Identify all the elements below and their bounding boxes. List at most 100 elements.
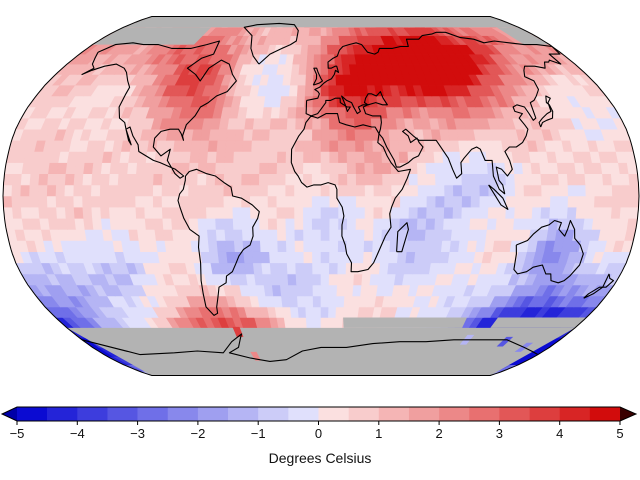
anomaly-cell bbox=[223, 218, 234, 230]
anomaly-cell bbox=[196, 195, 207, 208]
anomaly-cell bbox=[189, 151, 200, 163]
anomaly-cell bbox=[223, 162, 234, 174]
anomaly-cell bbox=[452, 173, 463, 186]
anomaly-cell bbox=[450, 151, 462, 163]
anomaly-cell bbox=[313, 317, 322, 329]
anomaly-cell bbox=[487, 206, 498, 219]
anomaly-cell bbox=[3, 184, 13, 197]
anomaly-cell bbox=[285, 151, 296, 163]
anomaly-cell bbox=[494, 151, 505, 163]
anomaly-cell bbox=[259, 218, 269, 230]
anomaly-cell bbox=[320, 195, 331, 208]
anomaly-cell bbox=[281, 295, 291, 308]
anomaly-cell bbox=[530, 218, 542, 230]
anomaly-cell bbox=[276, 151, 287, 163]
anomaly-cell bbox=[279, 273, 289, 286]
anomaly-cell bbox=[233, 229, 244, 241]
anomaly-cell bbox=[343, 84, 354, 97]
anomaly-cell bbox=[629, 195, 639, 208]
anomaly-cell bbox=[425, 162, 436, 174]
anomaly-cell bbox=[417, 206, 428, 219]
anomaly-cell bbox=[29, 184, 40, 197]
anomaly-cell bbox=[354, 251, 365, 264]
anomaly-cell bbox=[92, 218, 103, 230]
anomaly-cell bbox=[355, 140, 365, 152]
anomaly-cell bbox=[434, 173, 445, 186]
anomaly-cell bbox=[338, 151, 348, 163]
anomaly-cell bbox=[328, 306, 337, 318]
anomaly-cell bbox=[372, 229, 383, 241]
anomaly-cell bbox=[399, 206, 410, 219]
anomaly-cell bbox=[170, 206, 181, 219]
colorbar-segments bbox=[0, 406, 638, 422]
anomaly-cell bbox=[320, 251, 330, 264]
anomaly-cell bbox=[329, 151, 339, 163]
anomaly-cell bbox=[352, 284, 363, 297]
anomaly-cell bbox=[241, 162, 252, 174]
colorbar-segment bbox=[17, 407, 48, 421]
anomaly-cell bbox=[198, 229, 209, 241]
map-canvas bbox=[2, 16, 640, 376]
anomaly-cell bbox=[127, 162, 138, 174]
anomaly-cell bbox=[320, 229, 331, 241]
anomaly-cell bbox=[461, 173, 472, 186]
anomaly-cell bbox=[135, 184, 145, 197]
anomaly-cell bbox=[320, 63, 329, 75]
anomaly-cell bbox=[206, 151, 218, 163]
anomaly-cell bbox=[320, 273, 330, 286]
anomaly-cell bbox=[234, 128, 246, 141]
anomaly-cell bbox=[408, 184, 419, 197]
anomaly-cell bbox=[260, 251, 271, 264]
anomaly-cell bbox=[199, 240, 210, 252]
colorbar-segment bbox=[378, 407, 410, 421]
anomaly-cell bbox=[259, 140, 270, 152]
anomaly-cell bbox=[294, 240, 305, 252]
anomaly-cell bbox=[346, 151, 357, 163]
anomaly-cell bbox=[521, 162, 533, 174]
anomaly-cell bbox=[416, 162, 427, 174]
colorbar-segment bbox=[408, 407, 440, 421]
anomaly-cell bbox=[320, 44, 329, 55]
anomaly-cell bbox=[285, 229, 296, 241]
anomaly-cell bbox=[346, 240, 357, 252]
anomaly-cell bbox=[478, 218, 489, 230]
anomaly-cell bbox=[251, 240, 262, 252]
anomaly-cell bbox=[373, 162, 383, 174]
anomaly-cell bbox=[361, 106, 372, 119]
anomaly-cell bbox=[109, 218, 121, 230]
anomaly-cell bbox=[100, 206, 111, 219]
anomaly-cell bbox=[576, 184, 587, 197]
anomaly-cell bbox=[250, 162, 261, 174]
anomaly-cell bbox=[338, 162, 348, 174]
anomaly-cell bbox=[364, 162, 375, 174]
anomaly-cell bbox=[628, 173, 639, 186]
anomaly-cell bbox=[304, 84, 314, 97]
anomaly-cell bbox=[460, 162, 471, 174]
anomaly-cell bbox=[320, 306, 330, 318]
coastline bbox=[305, 31, 562, 195]
anomaly-cell bbox=[459, 229, 471, 241]
anomaly-cell bbox=[434, 218, 445, 230]
anomaly-cell bbox=[295, 262, 305, 275]
colorbar-tick-label: 4 bbox=[556, 426, 563, 441]
anomaly-cell bbox=[415, 240, 426, 252]
anomaly-cell bbox=[136, 162, 147, 174]
anomaly-cell bbox=[406, 240, 417, 252]
anomaly-cell bbox=[180, 151, 192, 163]
anomaly-cell bbox=[29, 195, 40, 208]
anomaly-cell bbox=[243, 128, 254, 141]
anomaly-cell bbox=[73, 206, 84, 219]
anomaly-cell bbox=[286, 251, 296, 264]
anomaly-cell bbox=[308, 26, 316, 36]
anomaly-cell bbox=[82, 195, 93, 208]
anomaly-cell bbox=[153, 218, 164, 230]
anomaly-cell bbox=[320, 218, 331, 230]
anomaly-cell bbox=[407, 229, 418, 241]
temperature-anomaly-map bbox=[2, 16, 640, 376]
anomaly-cell bbox=[303, 273, 314, 286]
anomaly-cell bbox=[252, 262, 264, 275]
anomaly-cell bbox=[242, 140, 253, 152]
anomaly-cell bbox=[11, 184, 22, 197]
anomaly-cell bbox=[312, 251, 322, 264]
anomaly-cell bbox=[311, 173, 322, 186]
